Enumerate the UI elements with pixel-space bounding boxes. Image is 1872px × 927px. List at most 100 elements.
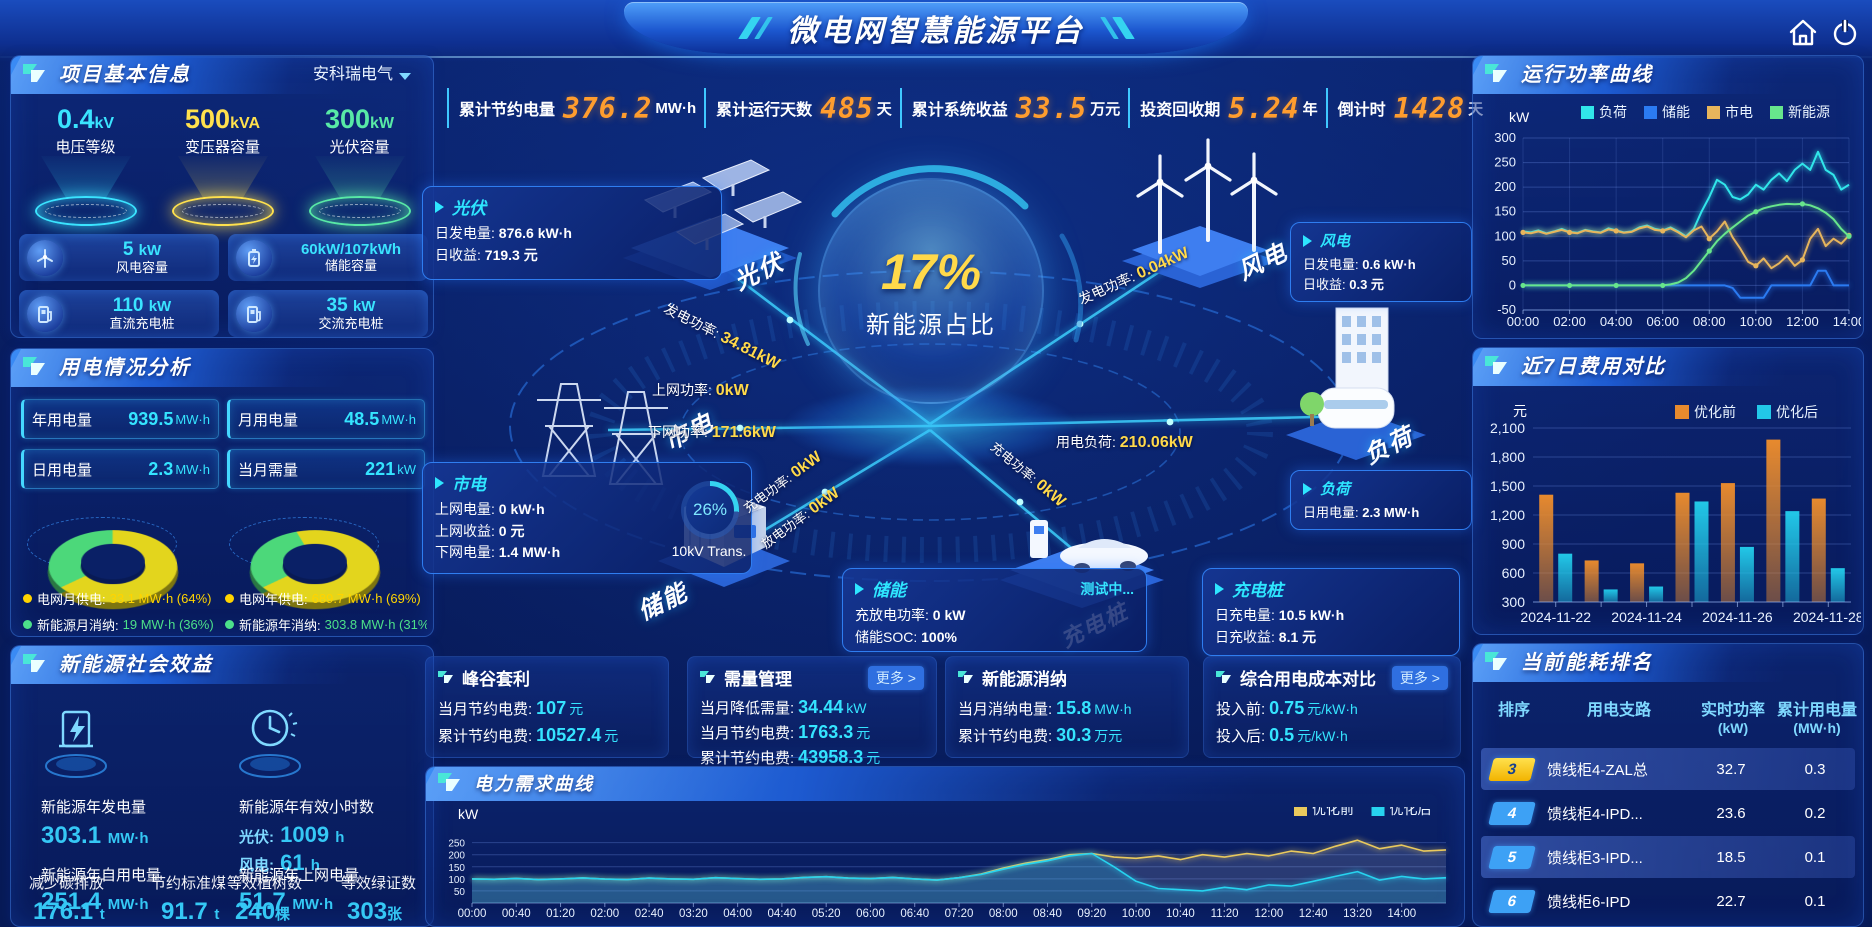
svg-text:优化前: 优化前 [1312,807,1354,817]
svg-text:2024-11-28: 2024-11-28 [1793,609,1861,625]
panel-project-header: 项目基本信息 安科瑞电气 [11,56,433,94]
svg-text:11:20: 11:20 [1211,908,1239,920]
panel-energy-ranking: 当前能耗排名 排序 用电支路 实时功率 (kW) 累计用电量 (MW·h) 3 馈线柜… [1472,643,1864,927]
kpi-payback: 投资回收期 5.24 年 [1128,88,1325,128]
svg-text:2024-11-26: 2024-11-26 [1702,609,1773,625]
pill-dc-charger: 110 kW 直流充电桩 [19,290,219,337]
panel-usage-analysis: 用电情况分析 年用电量 939.5 MW·h 月用电量 48.5 MW·h 日用电量 2.… [10,348,434,637]
app-header: 微电网智慧能源平台 [624,2,1248,54]
card-corner-icon [700,670,715,683]
card-cost-compare: 综合用电成本对比 更多 > 投入前: 0.75 元/kW·h 投入后: 0.5 元/kW·… [1203,656,1461,758]
panel-benefit-header: 新能源社会效益 [11,646,433,684]
power-icon[interactable] [1828,16,1862,50]
total-energy: 0.3 [1804,760,1826,778]
usage-stats: 年用电量 939.5 MW·h 月用电量 48.5 MW·h 日用电量 2.3 MW·h 当… [21,399,425,489]
company-select-value: 安科瑞电气 [312,66,393,83]
usage-month: 月用电量 48.5 MW·h [227,399,425,439]
home-icon[interactable] [1786,16,1820,50]
svg-text:10:00: 10:00 [1122,908,1151,920]
svg-text:负荷: 负荷 [1599,104,1627,120]
ranking-table-body: 3 馈线柜4-ZAL总 32.7 0.3 4 馈线柜4-IPD... 23.6 0.2 5 馈线柜… [1473,748,1863,922]
donut-month [27,487,189,610]
panel-corner-icon [438,773,460,791]
col-energy: 累计用电量 (MW·h) [1776,702,1857,736]
svg-text:1,500: 1,500 [1490,478,1525,494]
cost-more-button[interactable]: 更多 > [1391,665,1448,690]
svg-text:优化后: 优化后 [1776,404,1818,420]
benefit-co2-value: 176.1 t [33,898,105,925]
rank-badge: 5 [1488,845,1536,869]
svg-text:04:00: 04:00 [723,908,752,920]
svg-text:元: 元 [1513,403,1527,419]
dc-charger-icon [27,295,63,332]
svg-text:12:00: 12:00 [1255,908,1284,920]
svg-text:-50: -50 [1497,302,1516,317]
top-divider [0,56,1872,58]
panel-benefit-title: 新能源社会效益 [59,654,213,676]
wind-icon [27,239,63,276]
benefit-hours-wind: 风电: 61 h [239,850,320,875]
panel-corner-icon [23,654,45,672]
svg-text:kW: kW [1509,109,1530,125]
demand-more-button[interactable]: 更多 > [867,665,924,690]
svg-text:200: 200 [448,851,465,862]
company-select[interactable]: 安科瑞电气 [303,63,419,88]
renewable-share-sphere: 17% 新能源占比 [818,178,1044,404]
svg-text:00:40: 00:40 [502,908,531,920]
realtime-power: 32.7 [1716,760,1746,778]
benefit-feed-label: 新能源年上网电量 [239,867,360,884]
panel-demand-header: 电力需求曲线 [426,767,1464,801]
svg-text:07:20: 07:20 [945,908,974,920]
rank-badge: 4 [1488,801,1536,825]
panel-project-title: 项目基本信息 [59,64,191,86]
ranking-table-row[interactable]: 5 馈线柜3-IPD... 18.5 0.1 [1481,836,1855,878]
svg-text:00:00: 00:00 [458,908,487,920]
total-energy: 0.2 [1804,804,1826,822]
donut-year [229,487,391,610]
ac-charger-icon [236,295,272,332]
branch-name: 馈线柜3-IPD... [1547,849,1643,867]
panel-cost-header: 近7日费用对比 [1473,348,1863,386]
arrow-icon [1303,482,1312,495]
svg-text:250: 250 [1494,155,1516,170]
panel-7day-cost: 近7日费用对比 300 600 900 1,200 1,500 1,800 2,100 元 20… [1472,347,1864,635]
load-info-box: 负荷 日用电量: 2.3 MW·h [1290,470,1472,530]
panel-corner-icon [23,64,45,82]
grid-info-box: 市电 上网电量: 0 kW·h 上网收益: 0 元 下网电量: 1.4 MW·h… [422,462,752,574]
ranking-table-row[interactable]: 3 馈线柜4-ZAL总 32.7 0.3 [1481,748,1855,790]
banner-deco-left [737,17,773,39]
svg-text:900: 900 [1502,536,1526,552]
ranking-table-row[interactable]: 6 馈线柜6-IPD 22.7 0.1 [1481,880,1855,922]
flow-offtake-power: 下网功率: 171.6kW [648,424,776,441]
svg-text:10:40: 10:40 [1166,908,1195,920]
legend-grid-year: 电网年供电: 689.7 MW·h (69%) [225,589,427,608]
svg-text:200: 200 [1494,179,1516,194]
kpi-run-days: 累计运行天数 485 天 [704,88,900,128]
svg-text:150: 150 [1494,204,1516,219]
svg-text:13:20: 13:20 [1343,908,1372,920]
ranking-table-row[interactable]: 4 馈线柜4-IPD... 23.6 0.2 [1481,792,1855,834]
pill-storage-capacity: 60kW/107kWh 储能容量 [228,234,428,281]
effective-hours-clock-icon [233,694,307,780]
svg-text:02:00: 02:00 [1553,314,1586,329]
usage-legend: 电网月供电: 33.1 MW·h (64%) 电网年供电: 689.7 MW·h (… [23,589,427,641]
svg-text:08:00: 08:00 [989,908,1018,920]
benefit-certs-value: 303张 [347,898,403,925]
svg-text:50: 50 [1502,253,1516,268]
svg-text:600: 600 [1502,565,1526,581]
svg-text:02:00: 02:00 [590,908,619,920]
panel-cost-title: 近7日费用对比 [1521,356,1667,378]
usage-year: 年用电量 939.5 MW·h [21,399,219,439]
cone-pv: 300kW 光伏容量 [291,104,428,229]
card-corner-icon [438,670,453,683]
flow-feedin-power: 上网功率: 0kW [652,382,749,399]
svg-text:02:40: 02:40 [635,908,664,920]
panel-usage-header: 用电情况分析 [11,349,433,387]
svg-text:14:00: 14:00 [1387,908,1416,920]
legend-renew-month: 新能源月消纳: 19 MW·h (36%) [23,615,225,634]
usage-demand: 当月需量 221 kW [227,449,425,489]
svg-text:04:00: 04:00 [1600,314,1633,329]
benefit-gen-label: 新能源年发电量 [41,799,147,816]
panel-power-curve: 运行功率曲线 -50 0 50 100 150 200 250 300 00:00 02:00 04… [1472,55,1864,339]
usage-day: 日用电量 2.3 MW·h [21,449,219,489]
